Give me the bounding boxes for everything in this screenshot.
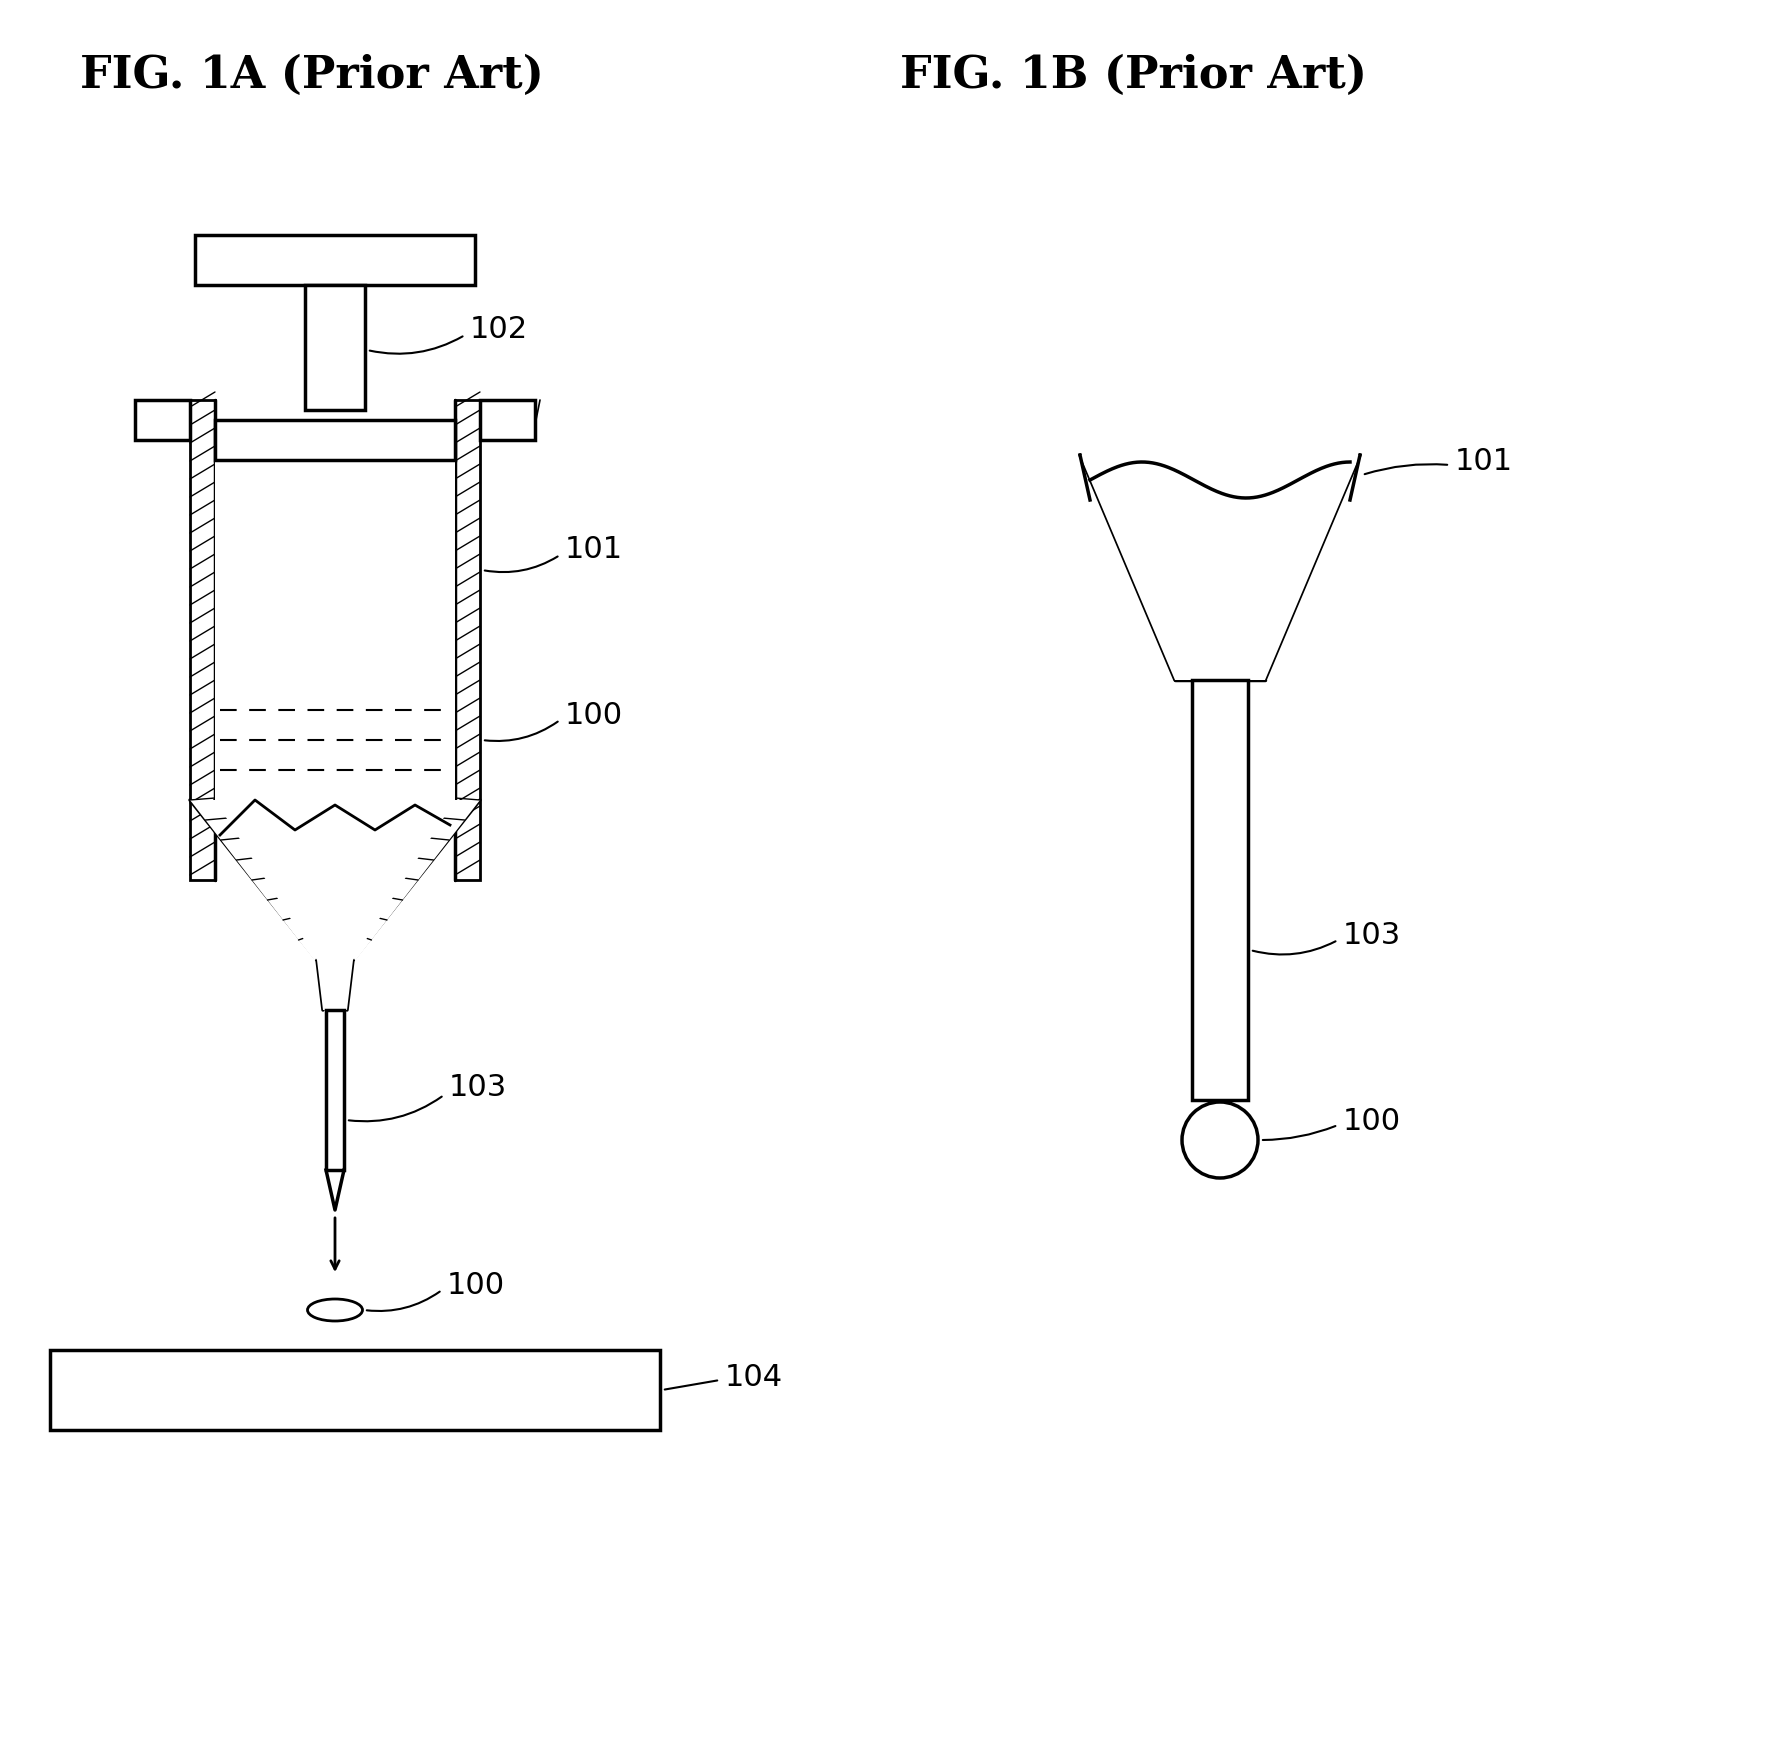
Ellipse shape bbox=[308, 1299, 363, 1320]
Polygon shape bbox=[215, 800, 455, 959]
Bar bbox=[215, 460, 455, 680]
Polygon shape bbox=[316, 959, 354, 1010]
Text: 103: 103 bbox=[450, 1074, 507, 1102]
Text: 102: 102 bbox=[469, 316, 528, 345]
Text: 101: 101 bbox=[565, 535, 622, 565]
Text: 101: 101 bbox=[1454, 448, 1513, 476]
Bar bbox=[135, 399, 190, 439]
Text: FIG. 1A (Prior Art): FIG. 1A (Prior Art) bbox=[80, 54, 544, 98]
Bar bbox=[480, 399, 535, 439]
Bar bbox=[215, 420, 455, 460]
Bar bbox=[215, 680, 455, 800]
Text: 100: 100 bbox=[446, 1270, 505, 1299]
Bar bbox=[306, 284, 364, 410]
Text: 100: 100 bbox=[1342, 1107, 1401, 1137]
Polygon shape bbox=[1079, 455, 1360, 680]
Text: 103: 103 bbox=[1342, 921, 1401, 950]
Circle shape bbox=[1182, 1102, 1259, 1177]
Bar bbox=[190, 399, 215, 881]
Bar bbox=[325, 1010, 343, 1170]
Polygon shape bbox=[190, 800, 480, 959]
Bar bbox=[1191, 680, 1248, 1100]
Bar bbox=[455, 399, 480, 881]
Text: 104: 104 bbox=[725, 1364, 782, 1392]
Bar bbox=[196, 235, 475, 284]
Text: 100: 100 bbox=[565, 701, 622, 729]
Bar bbox=[50, 1350, 660, 1430]
Text: FIG. 1B (Prior Art): FIG. 1B (Prior Art) bbox=[900, 54, 1367, 98]
